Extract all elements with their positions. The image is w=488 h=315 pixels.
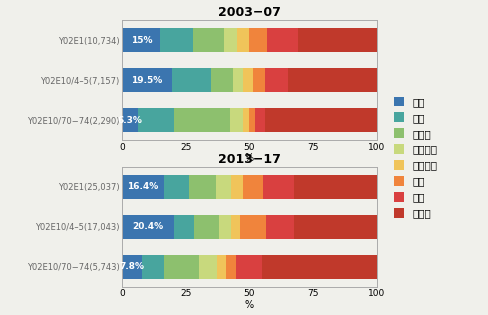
Bar <box>264 68 287 92</box>
Bar <box>122 215 174 239</box>
Bar <box>189 175 216 199</box>
Bar <box>242 108 248 132</box>
Bar <box>265 108 376 132</box>
Bar <box>261 255 376 279</box>
Bar <box>297 28 376 52</box>
Bar <box>193 28 224 52</box>
Bar <box>194 215 218 239</box>
Bar <box>229 108 242 132</box>
Text: 7.8%: 7.8% <box>120 262 144 271</box>
Bar <box>224 28 236 52</box>
Text: 15%: 15% <box>130 36 152 45</box>
Bar <box>122 28 160 52</box>
Text: 6.3%: 6.3% <box>118 116 142 125</box>
Bar <box>266 28 297 52</box>
Bar <box>142 255 163 279</box>
X-axis label: %: % <box>244 153 253 163</box>
Text: 16.4%: 16.4% <box>127 182 159 192</box>
Bar <box>122 255 142 279</box>
Bar <box>287 68 376 92</box>
Bar <box>253 68 264 92</box>
Bar <box>231 215 240 239</box>
Bar <box>122 108 138 132</box>
Bar <box>216 175 231 199</box>
Text: 20.4%: 20.4% <box>132 222 163 231</box>
Text: 19.5%: 19.5% <box>131 76 163 85</box>
Bar <box>163 175 189 199</box>
Bar <box>211 68 232 92</box>
Bar <box>122 68 171 92</box>
Title: 2003−07: 2003−07 <box>218 6 280 19</box>
Bar <box>242 175 263 199</box>
Bar <box>236 255 261 279</box>
Bar <box>263 175 293 199</box>
X-axis label: %: % <box>244 300 253 310</box>
Bar <box>236 28 249 52</box>
Bar <box>248 108 255 132</box>
Bar <box>243 68 253 92</box>
Bar <box>217 255 225 279</box>
Bar <box>171 68 211 92</box>
Bar <box>240 215 265 239</box>
Bar <box>160 28 193 52</box>
Bar <box>293 175 376 199</box>
Bar <box>174 215 194 239</box>
Bar <box>174 108 229 132</box>
Title: 2013−17: 2013−17 <box>218 153 280 166</box>
Bar <box>138 108 174 132</box>
Bar <box>225 255 236 279</box>
Bar <box>265 215 293 239</box>
Bar <box>232 68 243 92</box>
Bar <box>163 255 199 279</box>
Bar <box>293 215 376 239</box>
Bar <box>218 215 231 239</box>
Bar <box>249 28 266 52</box>
Legend: 日本, 米国, ドイツ, フランス, イギリス, 韓国, 中国, その他: 日本, 米国, ドイツ, フランス, イギリス, 韓国, 中国, その他 <box>391 94 439 220</box>
Bar <box>231 175 242 199</box>
Bar <box>255 108 265 132</box>
Bar <box>122 175 163 199</box>
Bar <box>199 255 217 279</box>
